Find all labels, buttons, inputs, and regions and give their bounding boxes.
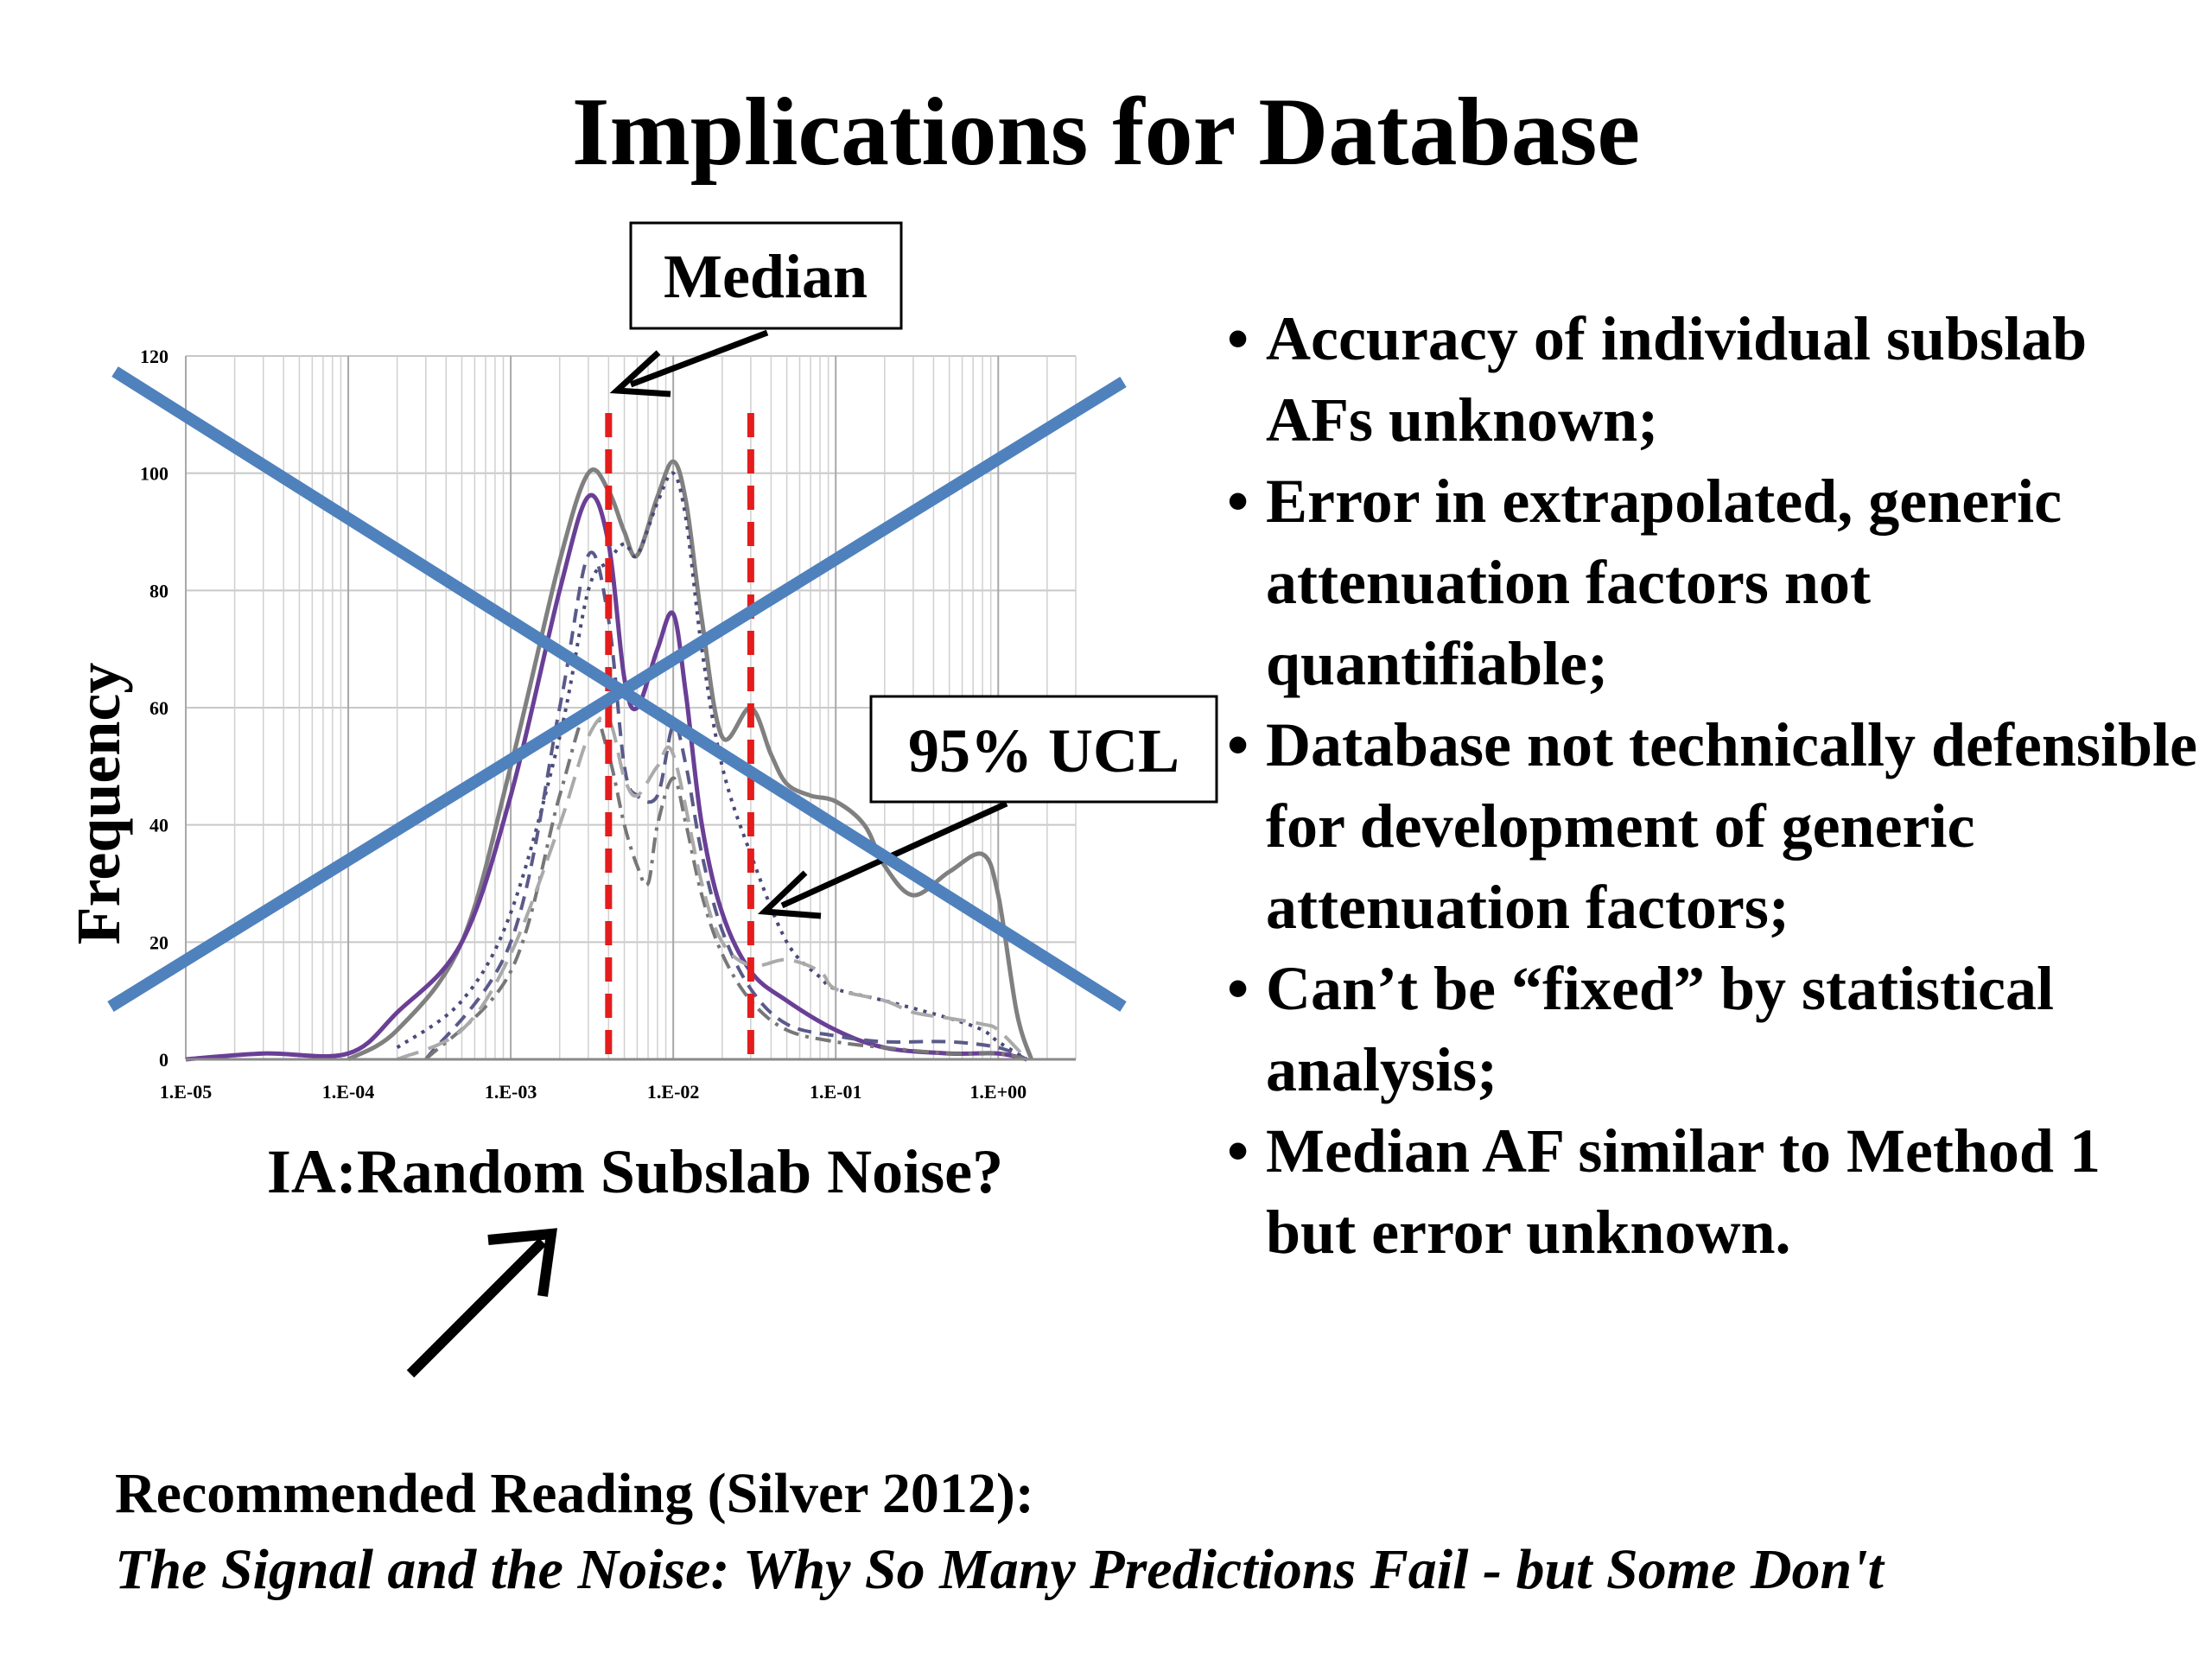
- bullet-dot: •: [1227, 304, 1249, 373]
- median-label: Median: [664, 242, 868, 311]
- ucl-label-box: [869, 695, 1218, 804]
- median-label-box: [629, 221, 903, 330]
- y-axis-label: Frequency: [64, 663, 133, 945]
- ucl-label: 95% UCL: [908, 716, 1179, 785]
- y-tick-label: 0: [159, 1049, 168, 1071]
- x-tick-label: 1.E-03: [485, 1081, 537, 1103]
- x-tick-label: 1.E-04: [322, 1081, 375, 1103]
- bullet-dot: •: [1227, 1116, 1249, 1185]
- median-callout: Median: [609, 221, 903, 397]
- y-tick-label: 20: [149, 931, 168, 953]
- ucl-callout: 95% UCL: [757, 695, 1218, 919]
- x-tick-label: 1.E+00: [969, 1081, 1027, 1103]
- y-tick-label: 40: [149, 815, 168, 836]
- slide-title: Implications for Database: [571, 79, 1641, 186]
- ucl-arrow: [780, 800, 1008, 909]
- bullet-dot: •: [1227, 467, 1249, 536]
- recommended-reading-heading: Recommended Reading (Silver 2012):: [115, 1462, 1034, 1525]
- x-tick-label: 1.E-05: [160, 1081, 213, 1103]
- bullet-dot: •: [1227, 954, 1249, 1023]
- bullet-item: • Can’t be “fixed” by statistical analysi…: [1227, 948, 2203, 1110]
- bullet-text: Can’t be “fixed” by statistical analysis…: [1266, 954, 2054, 1104]
- cross-out-mark: [107, 366, 1127, 1012]
- bullet-text: Accuracy of individual subslab AFs unkno…: [1266, 304, 2088, 454]
- y-tick-label: 100: [140, 463, 168, 485]
- median-arrow: [629, 329, 769, 388]
- chart-axes: 0 20 40 60 80 100 120 1.E-05 1.E-04 1.E-03 1.E-02 1…: [140, 346, 1076, 1103]
- recommended-reading: Recommended Reading (Silver 2012): The S…: [115, 1456, 1884, 1608]
- series-line: [396, 715, 1028, 1061]
- cross-line-ascending: [107, 377, 1127, 1012]
- y-tick-label: 60: [149, 697, 168, 719]
- x-tick-label: 1.E-01: [810, 1081, 862, 1103]
- ucl-arrowhead: [757, 870, 822, 919]
- series-line: [424, 705, 1027, 1061]
- bullet-dot: •: [1227, 710, 1249, 779]
- bullet-text: Median AF similar to Method 1 but error …: [1266, 1116, 2101, 1267]
- bullet-item: • Database not technically defensible for…: [1227, 704, 2203, 948]
- x-tick-label: 1.E-02: [647, 1081, 700, 1103]
- bullet-list: • Accuracy of individual subslab AFs unkn…: [1227, 298, 2203, 1273]
- bullet-item: • Error in extrapolated, generic attenuat…: [1227, 461, 2203, 704]
- bullet-item: • Accuracy of individual subslab AFs unkn…: [1227, 298, 2203, 461]
- median-arrowhead: [609, 350, 671, 397]
- series-line: [424, 550, 1028, 1061]
- bullet-text: Database not technically defensible for …: [1266, 710, 2197, 942]
- recommended-book-title: The Signal and the Noise: Why So Many Pr…: [115, 1538, 1884, 1601]
- y-tick-label: 120: [140, 346, 168, 367]
- bullet-item: • Median AF similar to Method 1 but error…: [1227, 1110, 2203, 1273]
- noise-pointer-arrow: [406, 1237, 547, 1378]
- noise-pointer-arrowhead: [487, 1228, 557, 1297]
- series-line: [396, 471, 1028, 1061]
- y-tick-label: 80: [149, 580, 168, 601]
- x-axis-label: IA:Random Subslab Noise?: [267, 1137, 1003, 1206]
- series-line: [185, 493, 1027, 1062]
- pointer-arrow: [406, 1228, 557, 1378]
- bullet-text: Error in extrapolated, generic attenuati…: [1266, 467, 2063, 698]
